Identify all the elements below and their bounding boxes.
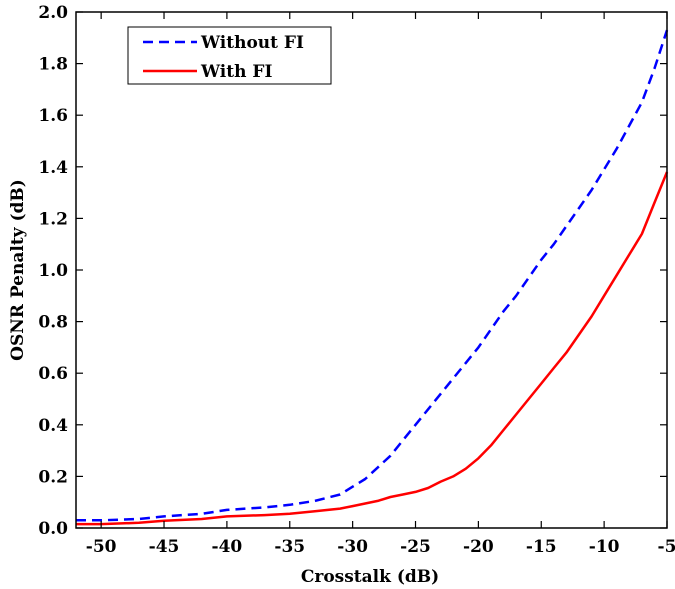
y-axis-label: OSNR Penalty (dB) bbox=[8, 179, 28, 361]
x-tick-label: -40 bbox=[212, 537, 243, 557]
series-line-without-fi bbox=[76, 29, 669, 522]
x-tick-label: -5 bbox=[658, 537, 675, 557]
y-tick-label: 0.6 bbox=[38, 364, 68, 384]
legend: Without FI With FI bbox=[127, 26, 332, 85]
y-tick-label: 0.2 bbox=[38, 467, 68, 487]
y-tick-label: 1.6 bbox=[38, 106, 68, 126]
y-tick-label: 2.0 bbox=[38, 3, 68, 23]
x-tick-label: -20 bbox=[463, 537, 494, 557]
series-layer bbox=[76, 29, 669, 526]
y-tick-label: 1.4 bbox=[38, 158, 68, 178]
y-tick-label: 1.2 bbox=[38, 209, 68, 229]
ticks-layer: -50 -45 -40 -35 -30 -25 -20 -15 -10 -5 0.0 0.2 0.4 0.… bbox=[38, 3, 675, 557]
legend-label-with-fi: With FI bbox=[200, 62, 272, 82]
x-tick-label: -35 bbox=[274, 537, 305, 557]
x-tick-label: -45 bbox=[149, 537, 180, 557]
y-tick-label: 1.8 bbox=[38, 55, 68, 75]
x-tick-label: -25 bbox=[400, 537, 431, 557]
y-tick-label: 1.0 bbox=[38, 261, 68, 281]
legend-box bbox=[127, 26, 332, 85]
y-tick-label: 0.4 bbox=[38, 416, 68, 436]
series-line-with-fi bbox=[76, 171, 669, 526]
legend-label-without-fi: Without FI bbox=[200, 33, 304, 53]
x-tick-label: -50 bbox=[86, 537, 117, 557]
x-axis-label: Crosstalk (dB) bbox=[301, 567, 439, 587]
y-tick-label: 0.8 bbox=[38, 313, 68, 333]
x-tick-label: -15 bbox=[526, 537, 557, 557]
plot-frame bbox=[75, 11, 668, 529]
y-tick-label: 0.0 bbox=[38, 519, 68, 539]
x-tick-label: -10 bbox=[589, 537, 620, 557]
x-tick-label: -30 bbox=[337, 537, 368, 557]
